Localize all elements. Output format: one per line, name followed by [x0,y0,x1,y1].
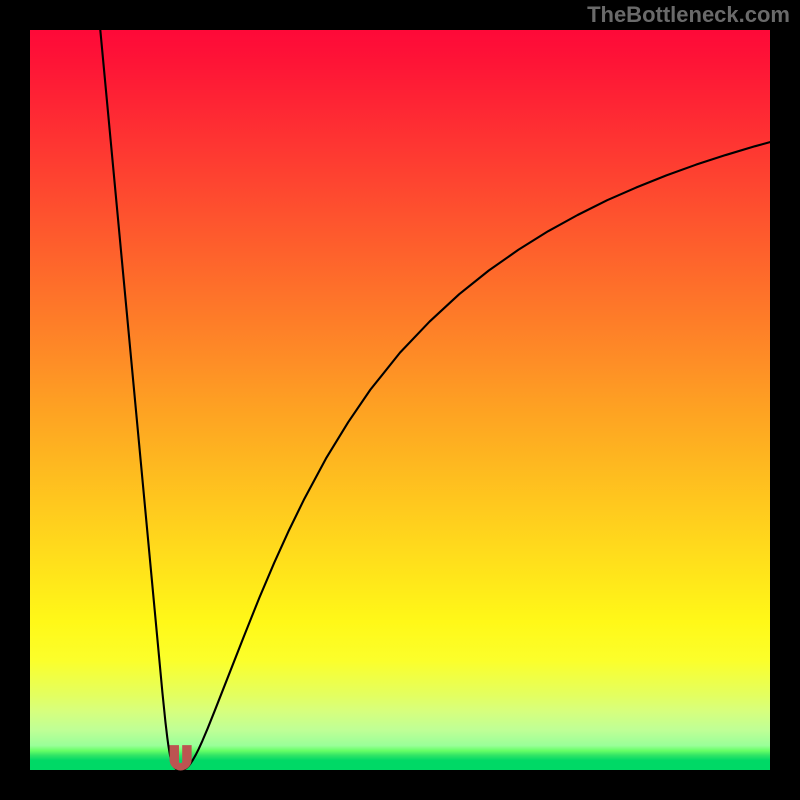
plot-area [30,30,770,770]
watermark-text: TheBottleneck.com [587,2,790,28]
bottleneck-chart [0,0,800,800]
chart-container: TheBottleneck.com [0,0,800,800]
